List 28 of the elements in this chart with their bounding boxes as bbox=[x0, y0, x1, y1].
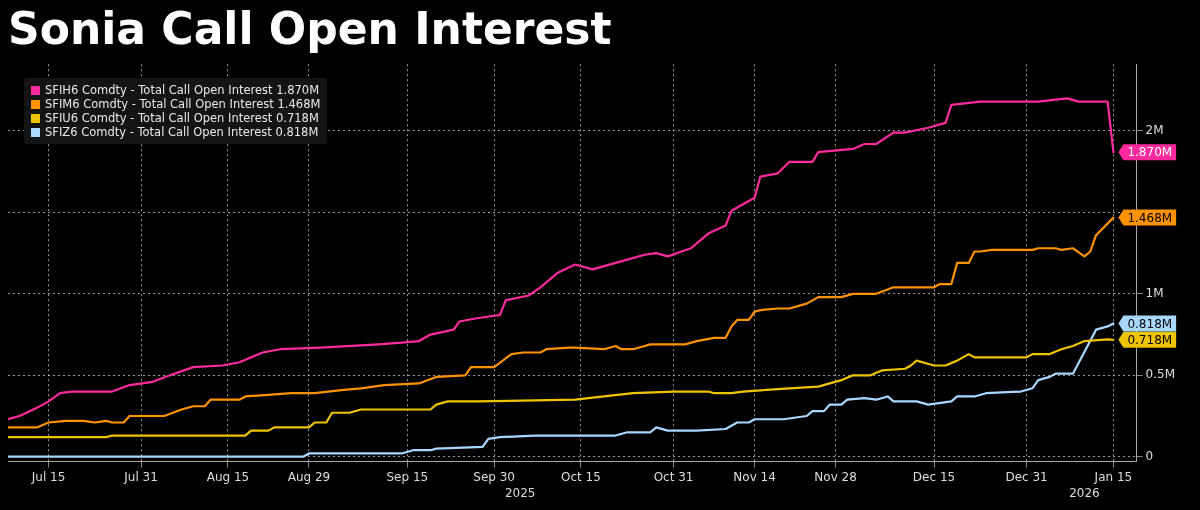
x-tick-label: Sep 15 bbox=[386, 469, 429, 484]
x-tick-label: Nov 14 bbox=[733, 469, 776, 484]
x-tick-label: Aug 29 bbox=[287, 469, 331, 484]
x-tick-label: Jul 15 bbox=[30, 469, 66, 484]
legend-label: SFIU6 Comdty - Total Call Open Interest 0.718M bbox=[45, 111, 319, 126]
x-tick-label: Jul 31 bbox=[123, 469, 158, 484]
y-tick-label: 1M bbox=[1145, 285, 1164, 300]
x-tick-label: Oct 15 bbox=[561, 469, 601, 484]
legend-label: SFIZ6 Comdty - Total Call Open Interest 0.818M bbox=[45, 125, 319, 140]
data-label: 0.818M bbox=[1127, 316, 1173, 331]
x-tick-label: Jan 15 bbox=[1093, 469, 1133, 484]
x-tick-label: Sep 30 bbox=[473, 469, 515, 484]
chart-title: Sonia Call Open Interest bbox=[7, 2, 613, 54]
data-label: 1.870M bbox=[1127, 145, 1173, 160]
text: 2026 bbox=[1069, 485, 1100, 500]
legend-label: SFIM6 Comdty - Total Call Open Interest 1.468M bbox=[45, 97, 321, 112]
data-label: 1.468M bbox=[1127, 210, 1173, 225]
text: 2025 bbox=[504, 485, 536, 500]
y-tick-label: 0.5M bbox=[1145, 367, 1175, 382]
y-tick-label: 2M bbox=[1145, 123, 1164, 138]
x-tick-label: Oct 31 bbox=[653, 469, 694, 484]
data-label: 0.718M bbox=[1127, 332, 1173, 347]
x-tick-label: Dec 31 bbox=[1005, 469, 1048, 484]
legend-label: SFIH6 Comdty - Total Call Open Interest 1.870M bbox=[45, 83, 320, 98]
y-tick-label: 0 bbox=[1145, 448, 1154, 463]
x-tick-label: Dec 15 bbox=[912, 469, 956, 484]
x-tick-label: Aug 15 bbox=[206, 469, 250, 484]
x-tick-label: Nov 28 bbox=[814, 469, 857, 484]
